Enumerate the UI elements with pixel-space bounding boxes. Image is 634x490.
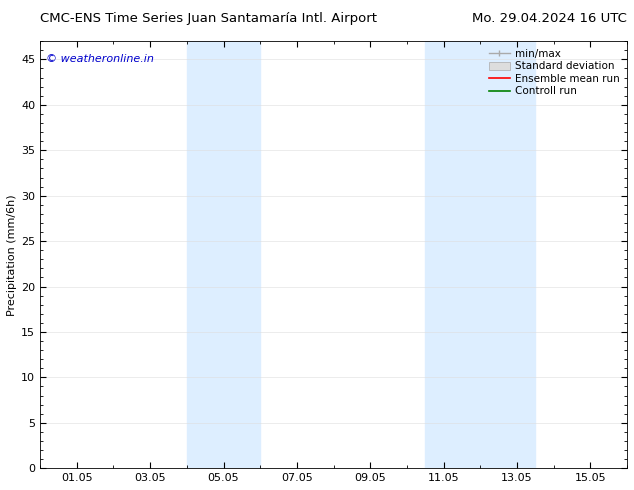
Text: CMC-ENS Time Series Juan Santamaría Intl. Airport: CMC-ENS Time Series Juan Santamaría Intl… bbox=[40, 12, 377, 25]
Text: Mo. 29.04.2024 16 UTC: Mo. 29.04.2024 16 UTC bbox=[472, 12, 627, 25]
Bar bbox=[425, 41, 535, 468]
Text: © weatheronline.in: © weatheronline.in bbox=[46, 54, 154, 64]
Legend: min/max, Standard deviation, Ensemble mean run, Controll run: min/max, Standard deviation, Ensemble me… bbox=[487, 47, 622, 98]
Y-axis label: Precipitation (mm/6h): Precipitation (mm/6h) bbox=[7, 194, 17, 316]
Bar bbox=[187, 41, 260, 468]
